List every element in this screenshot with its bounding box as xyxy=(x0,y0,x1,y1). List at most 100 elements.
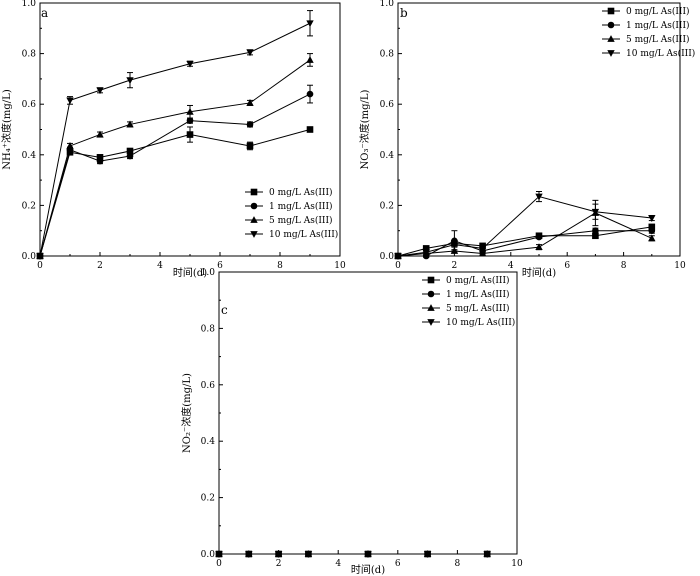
x-tick-label: 0 xyxy=(37,261,43,271)
data-point xyxy=(535,233,543,241)
x-tick-label: 6 xyxy=(395,559,401,569)
y-tick-label: 0.0 xyxy=(22,252,37,262)
y-tick-label: 0.6 xyxy=(201,381,216,391)
x-tick-label: 4 xyxy=(335,559,341,569)
data-point xyxy=(36,253,44,260)
y-axis-label: NO₃⁻浓度(mg/L) xyxy=(358,89,371,169)
legend-entry: 10 mg/L As(III) xyxy=(626,48,695,59)
legend-entry: 10 mg/L As(III) xyxy=(446,317,515,328)
data-point xyxy=(450,241,459,249)
y-tick-label: 0.0 xyxy=(380,252,395,262)
series-3 xyxy=(394,190,656,260)
data-point xyxy=(591,208,600,216)
data-point xyxy=(450,247,459,254)
data-point xyxy=(306,56,314,63)
x-tick-label: 10 xyxy=(674,261,686,271)
y-tick-label: 0.0 xyxy=(201,550,216,560)
y-tick-label: 1.0 xyxy=(380,0,395,9)
data-point xyxy=(306,126,314,133)
y-axis-label: NH₄⁺浓度(mg/L) xyxy=(0,89,13,170)
x-tick-label: 4 xyxy=(157,261,163,271)
y-tick-label: 0.4 xyxy=(22,151,37,161)
legend-entry: 1 mg/L As(III) xyxy=(446,289,510,300)
data-point xyxy=(126,152,134,160)
data-point xyxy=(422,245,430,252)
x-tick-label: 2 xyxy=(276,559,282,569)
data-point xyxy=(304,551,313,558)
legend-marker xyxy=(427,290,435,298)
data-point xyxy=(535,193,543,201)
x-tick-label: 8 xyxy=(277,261,283,271)
data-point xyxy=(246,142,254,150)
data-point xyxy=(648,223,656,231)
legend-marker xyxy=(250,188,258,196)
x-tick-label: 2 xyxy=(452,261,458,271)
legend-marker xyxy=(607,21,615,29)
data-point xyxy=(96,87,104,95)
legend-marker xyxy=(250,216,258,223)
panel-label-c: c xyxy=(221,303,228,317)
x-tick-label: 6 xyxy=(217,261,223,271)
data-point xyxy=(215,551,223,558)
data-point xyxy=(186,117,194,124)
legend-marker xyxy=(427,276,435,284)
data-point xyxy=(478,249,487,257)
data-point xyxy=(246,99,254,106)
data-point xyxy=(364,551,372,558)
legend-entry: 0 mg/L As(III) xyxy=(446,275,510,286)
x-tick-label: 0 xyxy=(395,261,401,271)
legend: 0 mg/L As(III) 1 mg/L As(III) 5 mg/L As(II… xyxy=(245,187,338,240)
data-point xyxy=(96,154,104,161)
y-tick-label: 0.6 xyxy=(22,100,37,110)
data-point xyxy=(592,227,599,234)
data-point xyxy=(592,232,599,240)
data-point xyxy=(186,60,194,68)
x-tick-label: 10 xyxy=(334,261,346,271)
x-tick-label: 2 xyxy=(97,261,103,271)
y-tick-label: 0.2 xyxy=(22,201,36,211)
data-point xyxy=(96,157,104,165)
y-tick-label: 0.2 xyxy=(201,494,215,504)
data-point xyxy=(306,90,314,98)
series-3 xyxy=(215,551,491,558)
x-tick-label: 8 xyxy=(455,559,461,569)
y-tick-label: 0.6 xyxy=(380,100,395,110)
data-point xyxy=(274,551,283,558)
x-tick-label: 4 xyxy=(508,261,514,271)
y-tick-label: 0.4 xyxy=(380,151,395,161)
legend: 0 mg/L As(III) 1 mg/L As(III) 5 mg/L As(II… xyxy=(602,6,695,59)
series-line xyxy=(397,226,652,257)
panel-b: b 0 2 4 6 8 10 0.0 0.2 0.4 0.6 0.8 1.0 时间(d) NO₃⁻浓度(m… xyxy=(358,0,695,279)
series-0 xyxy=(394,223,656,260)
data-point xyxy=(126,147,134,155)
data-point xyxy=(535,243,543,251)
y-tick-label: 0.2 xyxy=(380,201,394,211)
legend-entry: 5 mg/L As(III) xyxy=(626,34,690,45)
data-point xyxy=(648,215,656,222)
x-tick-label: 6 xyxy=(564,261,570,271)
x-axis-label: 时间(d) xyxy=(351,563,385,576)
data-point xyxy=(423,551,432,558)
legend-marker xyxy=(607,7,615,15)
legend-marker xyxy=(427,319,435,326)
legend-marker xyxy=(250,231,258,238)
data-point xyxy=(245,551,253,558)
legend-marker xyxy=(607,35,615,42)
data-point xyxy=(648,227,656,234)
y-tick-label: 0.8 xyxy=(22,50,37,60)
data-point xyxy=(186,131,194,138)
y-tick-label: 1.0 xyxy=(22,0,37,9)
y-axis-label: NO₂⁻浓度(mg/L) xyxy=(180,373,193,453)
data-point xyxy=(126,120,134,128)
data-point xyxy=(394,253,402,260)
data-point xyxy=(648,234,656,242)
legend-marker xyxy=(250,202,258,210)
series-line xyxy=(39,59,311,257)
plot-frame xyxy=(218,271,518,555)
panel-label-b: b xyxy=(400,6,408,20)
series-2 xyxy=(36,53,314,259)
data-point xyxy=(422,249,430,257)
panel-c: c 0 2 4 6 8 10 0.0 0.2 0.4 0.6 0.8 1.0 时间(d) NO₂⁻浓度(m… xyxy=(180,268,523,576)
x-tick-label: 8 xyxy=(621,261,627,271)
